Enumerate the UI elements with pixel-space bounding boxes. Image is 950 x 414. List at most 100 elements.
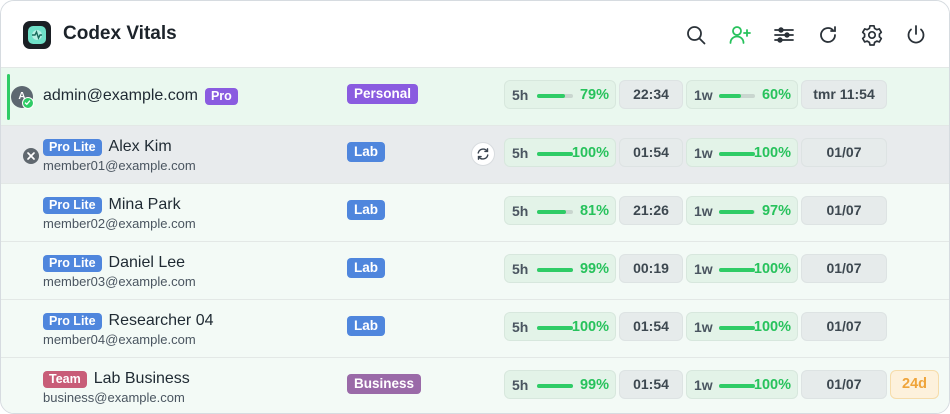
account-row-alex-kim[interactable]: Pro Lite Alex Kim member01@example.com L… [1, 125, 949, 183]
usage-1w: 1w 100% [686, 370, 798, 399]
reset-time-5h: 21:26 [619, 196, 683, 225]
plan-badge: Pro Lite [43, 312, 102, 330]
usage-bar-fill [537, 152, 573, 156]
usage-label: 5h [512, 319, 529, 335]
reset-time-1w: 01/07 [801, 138, 887, 167]
usage-percent: 97% [761, 203, 791, 219]
usage-label: 1w [694, 203, 713, 219]
usage-label: 5h [512, 261, 529, 277]
usage-bar-fill [719, 326, 755, 330]
group-tag: Lab [347, 142, 386, 162]
account-list: A admin@example.com Pro Personal 5h 79% … [1, 67, 949, 413]
usage-5h: 5h 99% [504, 254, 616, 283]
header: Codex Vitals [1, 1, 949, 67]
usage-bar-fill [537, 94, 566, 98]
account-row-researcher-04[interactable]: Pro Lite Researcher 04 member04@example.… [1, 299, 949, 357]
usage-label: 1w [694, 319, 713, 335]
reset-time-5h: 01:54 [619, 370, 683, 399]
power-icon[interactable] [904, 23, 928, 47]
app-logo [23, 21, 51, 49]
usage-5h: 5h 81% [504, 196, 616, 225]
account-email: member04@example.com [43, 332, 196, 347]
account-email: business@example.com [43, 390, 185, 405]
account-name: Mina Park [108, 196, 181, 213]
usage-label: 1w [694, 145, 713, 161]
usage-label: 1w [694, 87, 713, 103]
usage-bar [537, 94, 573, 98]
check-icon [22, 97, 34, 109]
reset-time-1w: 01/07 [801, 312, 887, 341]
account-row-mina-park[interactable]: Pro Lite Mina Park member02@example.com … [1, 183, 949, 241]
switch-account-icon[interactable] [471, 142, 495, 166]
account-email: member01@example.com [43, 158, 196, 173]
usage-bar-fill [537, 326, 573, 330]
account-identity: admin@example.com Pro [43, 85, 238, 107]
reset-time-5h: 01:54 [619, 138, 683, 167]
account-identity: Team Lab Business [43, 368, 190, 390]
account-email: member03@example.com [43, 274, 196, 289]
usage-label: 1w [694, 261, 713, 277]
usage-percent: 100% [571, 319, 609, 335]
reset-time-5h: 01:54 [619, 312, 683, 341]
search-icon[interactable] [684, 23, 708, 47]
refresh-icon[interactable] [816, 23, 840, 47]
usage-bar-fill [719, 268, 755, 272]
usage-percent: 99% [579, 261, 609, 277]
account-name: Alex Kim [108, 138, 172, 155]
account-name: Researcher 04 [108, 312, 214, 329]
reset-time-5h: 22:34 [619, 80, 683, 109]
settings-icon[interactable] [860, 23, 884, 47]
add-user-icon[interactable] [728, 23, 752, 47]
account-email: admin@example.com [43, 87, 198, 104]
usage-5h: 5h 100% [504, 138, 616, 167]
usage-label: 5h [512, 377, 529, 393]
usage-1w: 1w 100% [686, 254, 798, 283]
usage-bar [719, 384, 755, 388]
usage-bar-fill [719, 152, 755, 156]
usage-bar [719, 268, 755, 272]
usage-1w: 1w 100% [686, 312, 798, 341]
account-row-admin[interactable]: A admin@example.com Pro Personal 5h 79% … [1, 67, 949, 125]
usage-1w: 1w 97% [686, 196, 798, 225]
account-row-daniel-lee[interactable]: Pro Lite Daniel Lee member03@example.com… [1, 241, 949, 299]
usage-bar [537, 384, 573, 388]
usage-percent: 100% [753, 377, 791, 393]
plan-badge: Pro Lite [43, 138, 102, 156]
reset-time-5h: 00:19 [619, 254, 683, 283]
usage-label: 5h [512, 145, 529, 161]
usage-bar [719, 152, 755, 156]
remove-icon[interactable] [23, 148, 39, 164]
filter-icon[interactable] [772, 23, 796, 47]
reset-time-1w: tmr 11:54 [801, 80, 887, 109]
account-row-lab-business[interactable]: Team Lab Business business@example.com B… [1, 357, 949, 413]
usage-bar-fill [719, 384, 755, 388]
plan-badge: Pro Lite [43, 254, 102, 272]
usage-percent: 100% [571, 145, 609, 161]
usage-bar [537, 268, 573, 272]
usage-bar-fill [537, 268, 573, 272]
usage-bar [719, 94, 755, 98]
reset-time-1w: 01/07 [801, 254, 887, 283]
plan-badge: Pro Lite [43, 196, 102, 214]
group-tag: Lab [347, 316, 386, 336]
usage-bar [537, 210, 573, 214]
usage-bar-fill [719, 94, 741, 98]
usage-label: 1w [694, 377, 713, 393]
usage-percent: 79% [579, 87, 609, 103]
reset-time-1w: 01/07 [801, 370, 887, 399]
reset-time-1w: 01/07 [801, 196, 887, 225]
account-name: Lab Business [93, 370, 190, 387]
group-tag: Personal [347, 84, 419, 104]
usage-1w: 1w 100% [686, 138, 798, 167]
usage-bar-fill [537, 210, 567, 214]
active-indicator [7, 74, 10, 120]
plan-badge: Pro [204, 87, 238, 105]
account-identity: Pro Lite Daniel Lee [43, 252, 185, 274]
usage-percent: 100% [753, 319, 791, 335]
usage-percent: 99% [579, 377, 609, 393]
account-email: member02@example.com [43, 216, 196, 231]
group-tag: Lab [347, 258, 386, 278]
usage-percent: 81% [579, 203, 609, 219]
usage-5h: 5h 100% [504, 312, 616, 341]
